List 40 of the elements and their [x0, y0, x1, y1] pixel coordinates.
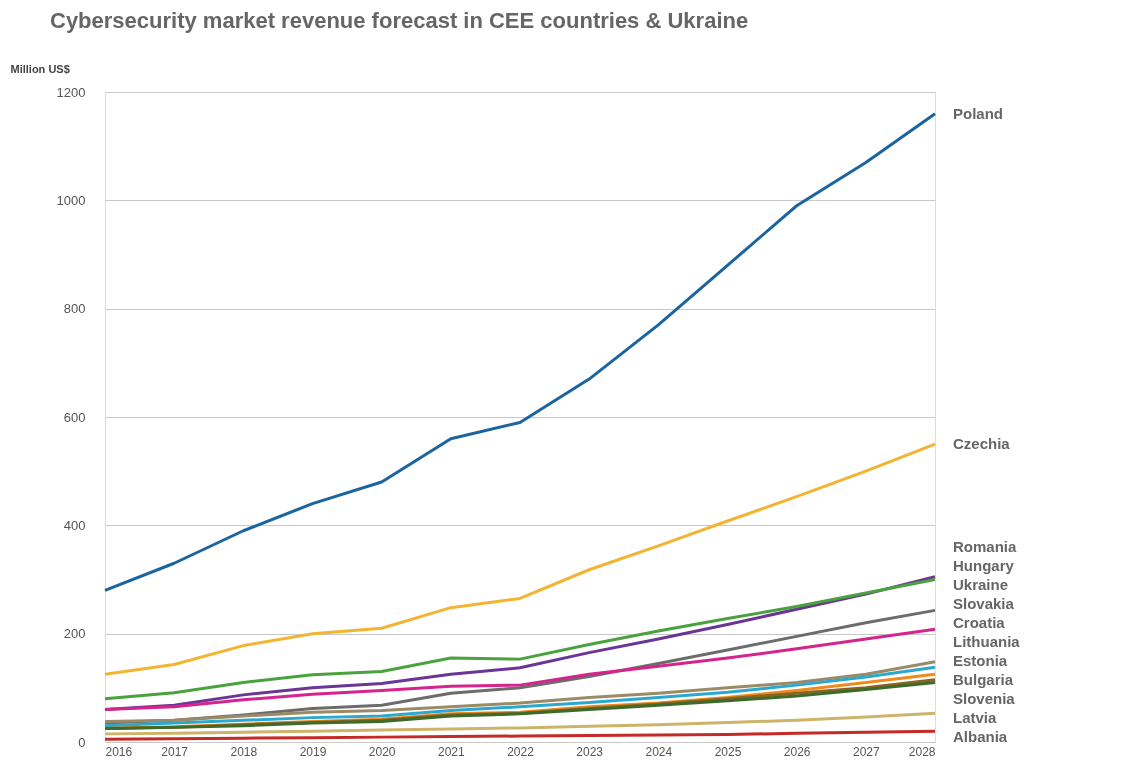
chart-title: Cybersecurity market revenue forecast in CEE countries & Ukraine — [50, 8, 749, 33]
x-tick-label: 2020 — [368, 744, 396, 759]
series-label: Latvia — [953, 709, 998, 726]
y-tick-label: 400 — [63, 517, 86, 533]
x-tick-label: 2027 — [852, 744, 880, 759]
line-series — [103, 442, 937, 676]
series-label: Bulgaria — [953, 671, 1014, 688]
y-tick-label: 1000 — [56, 192, 86, 208]
x-tick-label: 2021 — [437, 744, 465, 759]
series-label: Romania — [953, 538, 1017, 555]
y-tick-label: 200 — [63, 626, 86, 642]
x-tick-label: 2023 — [576, 744, 604, 759]
x-tick-label: 2018 — [230, 744, 258, 759]
y-tick-label: 600 — [63, 409, 86, 425]
x-tick-label: 2028 — [908, 744, 936, 759]
line-series — [103, 729, 937, 741]
series-label: Czechia — [953, 435, 1011, 453]
y-axis-title: Million US$ — [10, 62, 70, 75]
x-tick-label: 2026 — [783, 744, 811, 759]
line-series — [103, 627, 937, 711]
x-tick-label: 2022 — [507, 744, 535, 759]
y-tick-label: 800 — [63, 301, 86, 317]
series-label: Slovakia — [953, 595, 1015, 612]
series-label: Hungary — [953, 557, 1015, 574]
series-label: Lithuania — [953, 633, 1021, 650]
x-tick-label: 2019 — [299, 744, 327, 759]
series-label: Estonia — [953, 652, 1008, 669]
series-label: Slovenia — [953, 690, 1016, 707]
y-tick-label: 0 — [78, 734, 86, 750]
x-tick-label: 2016 — [105, 744, 133, 759]
text: Croatia — [953, 614, 1006, 631]
y-tick-label: 1200 — [56, 84, 86, 100]
series-label: Ukraine — [953, 576, 1009, 593]
series-label: Poland — [953, 104, 1004, 122]
line-series — [103, 711, 937, 736]
x-tick-label: 2017 — [161, 744, 189, 759]
line-series — [103, 112, 937, 592]
x-tick-label: 2024 — [645, 744, 673, 759]
series-label: Albania — [953, 728, 1008, 745]
x-tick-label: 2025 — [714, 744, 742, 759]
